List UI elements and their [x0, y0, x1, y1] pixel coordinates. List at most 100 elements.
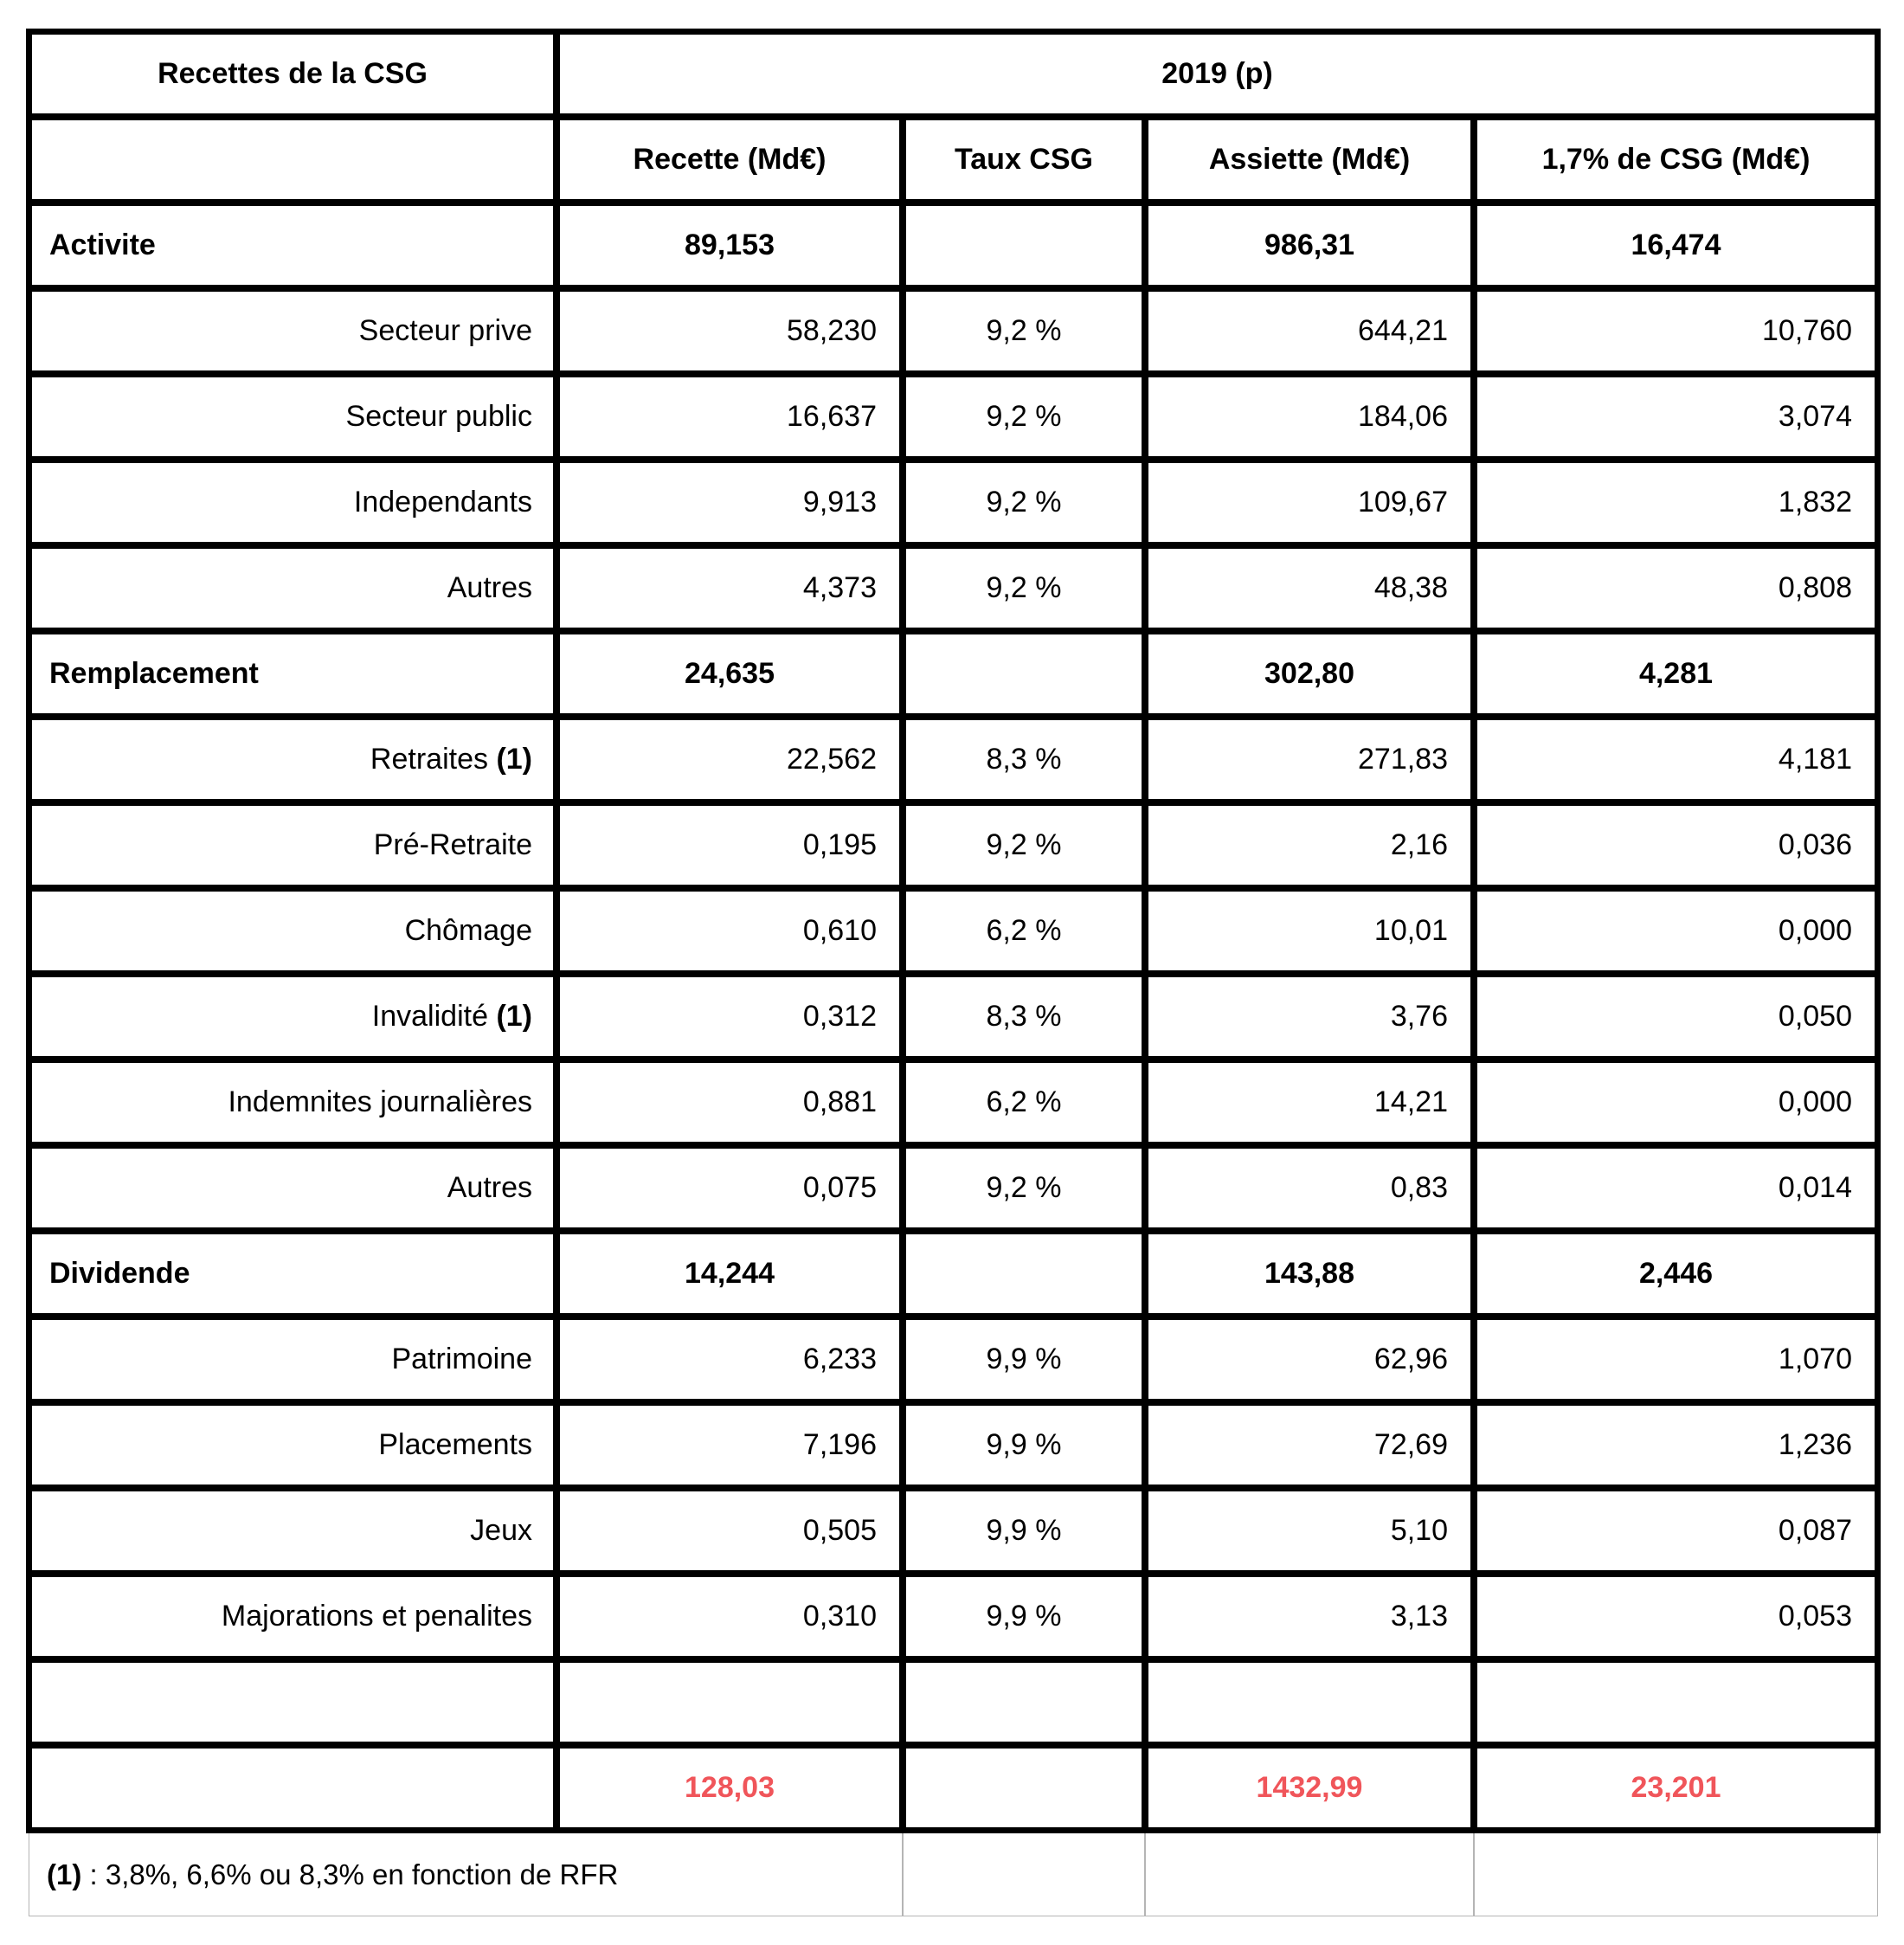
taux-cell: 6,2 %: [903, 888, 1145, 974]
csg17-cell: 23,201: [1474, 1745, 1878, 1831]
assiette-cell: 986,31: [1145, 203, 1474, 288]
footnote-empty-cell: [903, 1833, 1145, 1916]
taux-cell: 8,3 %: [903, 717, 1145, 802]
recette-cell: 89,153: [556, 203, 903, 288]
row-label-cell: Majorations et penalites: [29, 1574, 556, 1659]
recette-cell: 0,075: [556, 1145, 903, 1231]
row-label-cell: Chômage: [29, 888, 556, 974]
footnote-marker: (1): [47, 1858, 82, 1890]
col-header-assiette: Assiette (Md€): [1145, 117, 1474, 203]
csg17-cell: 0,087: [1474, 1488, 1878, 1574]
table-title: Recettes de la CSG: [29, 31, 556, 117]
detail-row: Jeux 0,505 9,9 % 5,10 0,087: [29, 1488, 1878, 1574]
taux-cell: 8,3 %: [903, 974, 1145, 1059]
recette-cell: 0,505: [556, 1488, 903, 1574]
taux-cell: 9,9 %: [903, 1574, 1145, 1659]
csg17-cell: 0,053: [1474, 1574, 1878, 1659]
row-label-cell: Indemnites journalières: [29, 1059, 556, 1145]
footnote-text: : 3,8%, 6,6% ou 8,3% en fonction de RFR: [81, 1858, 619, 1890]
recette-cell: 16,637: [556, 374, 903, 460]
recette-cell: 22,562: [556, 717, 903, 802]
detail-row: Independants 9,913 9,2 % 109,67 1,832: [29, 460, 1878, 545]
row-label-cell: Secteur prive: [29, 288, 556, 374]
row-label-cell: Pré-Retraite: [29, 802, 556, 888]
csg-table: Recettes de la CSG 2019 (p) Recette (Md€…: [26, 29, 1881, 1833]
csg17-cell: 2,446: [1474, 1231, 1878, 1317]
assiette-cell: 644,21: [1145, 288, 1474, 374]
taux-cell: [903, 1745, 1145, 1831]
detail-row: Pré-Retraite 0,195 9,2 % 2,16 0,036: [29, 802, 1878, 888]
row-label-cell: Secteur public: [29, 374, 556, 460]
recette-cell: 0,881: [556, 1059, 903, 1145]
csg17-cell: 16,474: [1474, 203, 1878, 288]
row-label-cell: [29, 1745, 556, 1831]
assiette-cell: [1145, 1659, 1474, 1745]
detail-row: Indemnites journalières 0,881 6,2 % 14,21 0,…: [29, 1059, 1878, 1145]
row-label-cell: Retraites (1): [29, 717, 556, 802]
row-label-cell: Autres: [29, 1145, 556, 1231]
section-row: Remplacement 24,635 302,80 4,281: [29, 631, 1878, 717]
assiette-cell: 3,76: [1145, 974, 1474, 1059]
assiette-cell: 143,88: [1145, 1231, 1474, 1317]
assiette-cell: 72,69: [1145, 1402, 1474, 1488]
csg17-cell: 4,281: [1474, 631, 1878, 717]
csg17-cell: 0,000: [1474, 1059, 1878, 1145]
recette-cell: 58,230: [556, 288, 903, 374]
row-label-cell: [29, 1659, 556, 1745]
taux-cell: [903, 1231, 1145, 1317]
csg17-cell: [1474, 1659, 1878, 1745]
assiette-cell: 14,21: [1145, 1059, 1474, 1145]
recette-cell: 0,610: [556, 888, 903, 974]
row-label-cell: Patrimoine: [29, 1317, 556, 1402]
detail-row: Secteur prive 58,230 9,2 % 644,21 10,760: [29, 288, 1878, 374]
footnote-empty-cell: [1474, 1833, 1878, 1916]
total-row: 128,03 1432,99 23,201: [29, 1745, 1878, 1831]
csg17-cell: 0,014: [1474, 1145, 1878, 1231]
taux-cell: 9,9 %: [903, 1402, 1145, 1488]
taux-cell: 9,2 %: [903, 288, 1145, 374]
detail-row: Chômage 0,610 6,2 % 10,01 0,000: [29, 888, 1878, 974]
footnote-cell: (1) : 3,8%, 6,6% ou 8,3% en fonction de …: [29, 1833, 903, 1916]
taux-cell: 9,2 %: [903, 802, 1145, 888]
taux-cell: 6,2 %: [903, 1059, 1145, 1145]
csg17-cell: 0,036: [1474, 802, 1878, 888]
assiette-cell: 302,80: [1145, 631, 1474, 717]
recette-cell: 128,03: [556, 1745, 903, 1831]
recette-cell: 0,310: [556, 1574, 903, 1659]
recette-cell: 4,373: [556, 545, 903, 631]
row-label-cell: Jeux: [29, 1488, 556, 1574]
table-body: Activite 89,153 986,31 16,474 Secteur prive 5…: [29, 203, 1878, 1831]
detail-row: Retraites (1) 22,562 8,3 % 271,83 4,181: [29, 717, 1878, 802]
recette-cell: 7,196: [556, 1402, 903, 1488]
detail-row: Placements 7,196 9,9 % 72,69 1,236: [29, 1402, 1878, 1488]
taux-cell: [903, 631, 1145, 717]
assiette-cell: 0,83: [1145, 1145, 1474, 1231]
footnote-row: (1) : 3,8%, 6,6% ou 8,3% en fonction de …: [29, 1833, 1878, 1916]
section-row: Dividende 14,244 143,88 2,446: [29, 1231, 1878, 1317]
taux-cell: 9,9 %: [903, 1488, 1145, 1574]
header-row-1: Recettes de la CSG 2019 (p): [29, 31, 1878, 117]
assiette-cell: 62,96: [1145, 1317, 1474, 1402]
csg17-cell: 3,074: [1474, 374, 1878, 460]
col-header-csg17: 1,7% de CSG (Md€): [1474, 117, 1878, 203]
detail-row: Autres 0,075 9,2 % 0,83 0,014: [29, 1145, 1878, 1231]
assiette-cell: 2,16: [1145, 802, 1474, 888]
detail-row: Secteur public 16,637 9,2 % 184,06 3,074: [29, 374, 1878, 460]
csg17-cell: 1,236: [1474, 1402, 1878, 1488]
assiette-cell: 109,67: [1145, 460, 1474, 545]
row-label-cell: Dividende: [29, 1231, 556, 1317]
taux-cell: 9,9 %: [903, 1317, 1145, 1402]
taux-cell: [903, 1659, 1145, 1745]
detail-row: Patrimoine 6,233 9,9 % 62,96 1,070: [29, 1317, 1878, 1402]
taux-cell: 9,2 %: [903, 374, 1145, 460]
assiette-cell: 48,38: [1145, 545, 1474, 631]
label-col-header: [29, 117, 556, 203]
assiette-cell: 3,13: [1145, 1574, 1474, 1659]
year-header: 2019 (p): [556, 31, 1878, 117]
recette-cell: 6,233: [556, 1317, 903, 1402]
col-header-taux: Taux CSG: [903, 117, 1145, 203]
row-label-cell: Activite: [29, 203, 556, 288]
assiette-cell: 5,10: [1145, 1488, 1474, 1574]
taux-cell: [903, 203, 1145, 288]
